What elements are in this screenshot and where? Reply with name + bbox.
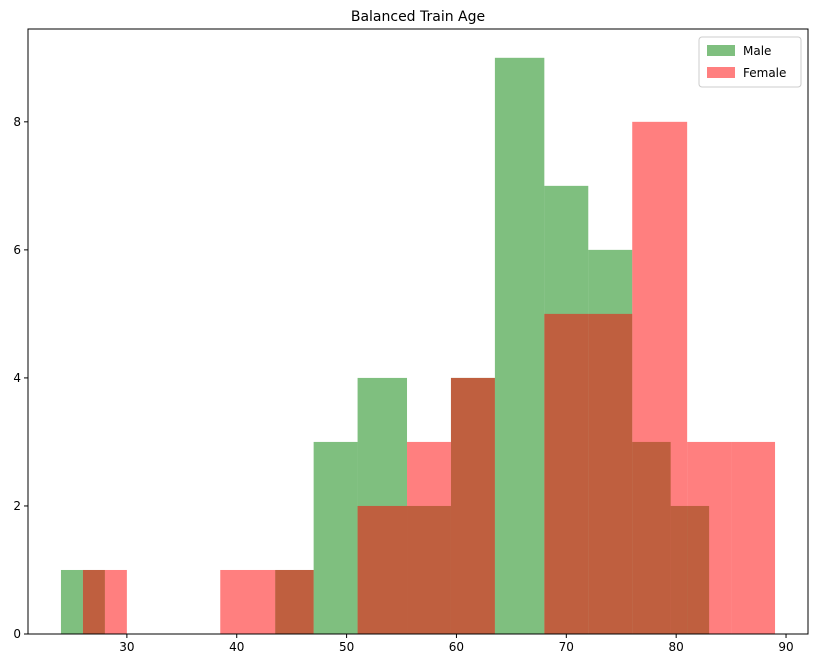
x-tick-label: 60 (449, 640, 464, 654)
legend-label-male: Male (743, 44, 771, 58)
y-tick-label: 8 (13, 115, 21, 129)
bar-female-11 (731, 441, 776, 634)
bar-male-7 (494, 57, 545, 635)
bar-female-1 (104, 569, 127, 634)
y-tick-label: 0 (13, 627, 21, 641)
bar-male-3 (313, 441, 358, 634)
bar-female-10 (687, 441, 732, 634)
bar-male-0 (60, 569, 83, 634)
y-tick-label: 4 (13, 371, 21, 385)
x-tick-label: 70 (559, 640, 574, 654)
legend-swatch-female (707, 67, 735, 78)
x-tick-label: 90 (778, 640, 793, 654)
x-tick-label: 30 (119, 640, 134, 654)
legend: Male Female (698, 36, 802, 88)
y-tick-label: 2 (13, 499, 21, 513)
legend-swatch-male (707, 45, 735, 56)
x-axis: 30 40 50 60 70 80 90 (119, 634, 794, 654)
bar-female-3 (275, 569, 314, 634)
bar-female-4 (357, 505, 408, 634)
bars-layer (60, 57, 776, 635)
bar-female-9 (632, 121, 688, 634)
y-axis: 0 2 4 6 8 (13, 115, 28, 641)
plot-frame (27, 28, 809, 635)
x-tick-label: 40 (229, 640, 244, 654)
chart-title: Balanced Train Age (351, 9, 485, 25)
x-tick-label: 80 (669, 640, 684, 654)
legend-label-female: Female (743, 66, 786, 80)
y-tick-label: 6 (13, 243, 21, 257)
bar-female-2 (220, 569, 276, 634)
x-tick-label: 50 (339, 640, 354, 654)
bar-female-5 (407, 441, 451, 634)
bar-female-0 (82, 569, 105, 634)
bar-female-7 (544, 313, 589, 634)
bar-female-8 (588, 313, 633, 634)
bar-female-6 (450, 377, 495, 634)
